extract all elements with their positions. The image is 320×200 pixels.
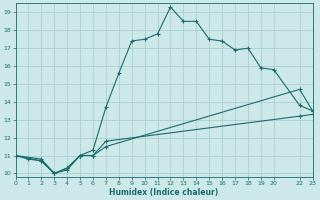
X-axis label: Humidex (Indice chaleur): Humidex (Indice chaleur) — [109, 188, 219, 197]
